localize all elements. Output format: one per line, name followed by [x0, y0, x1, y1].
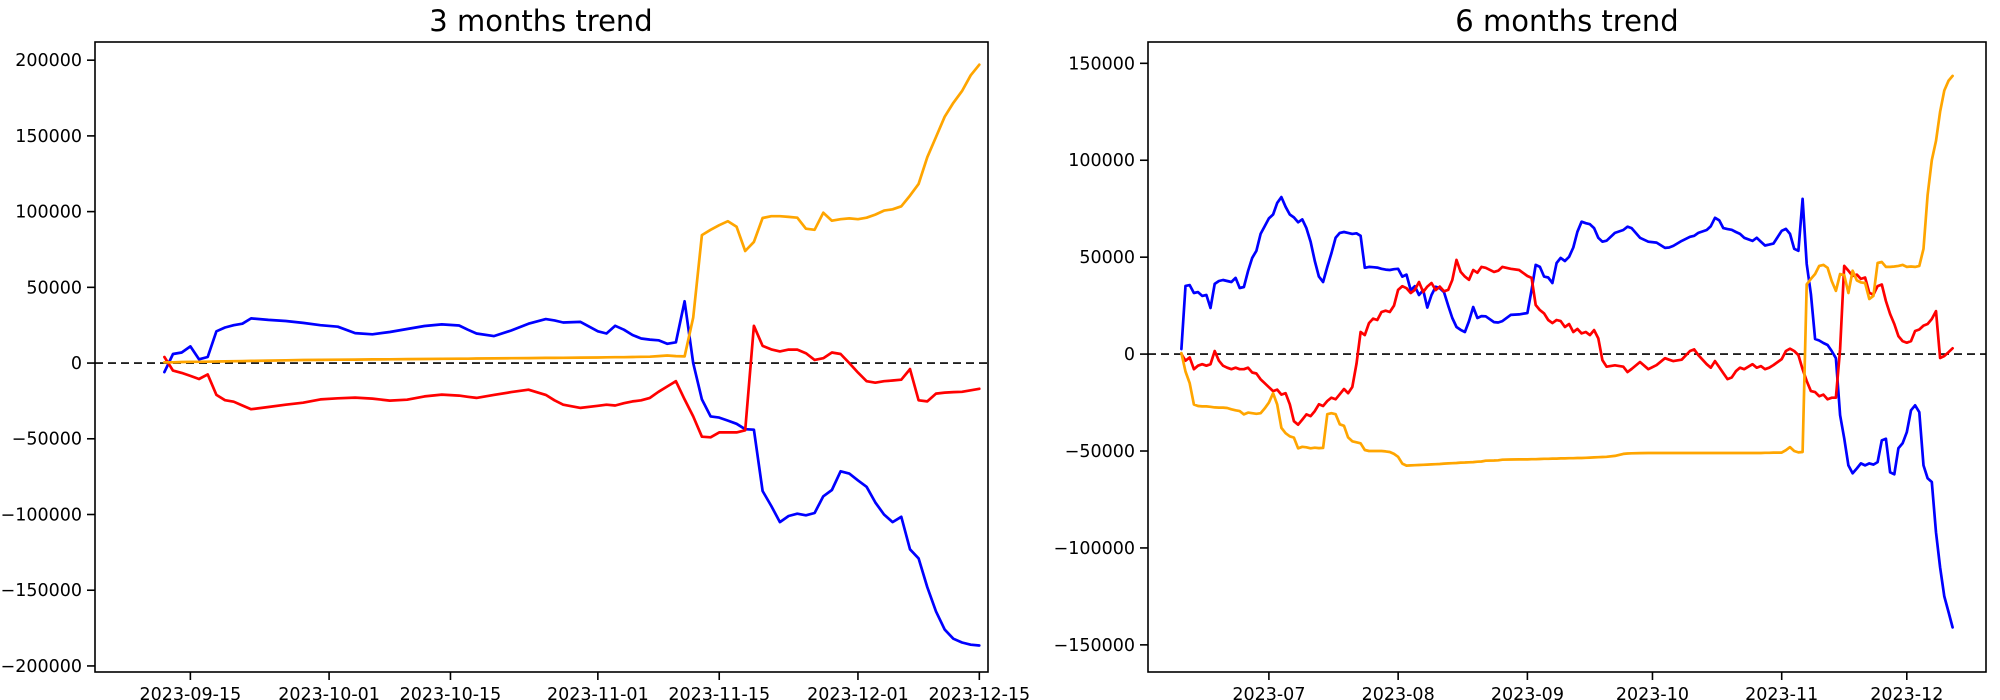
- y-tick-label: 150000: [15, 127, 82, 147]
- x-tick-label: 2023-10: [1616, 685, 1689, 700]
- x-tick-label: 2023-12-01: [807, 685, 909, 700]
- series-line-orange: [1180, 74, 1954, 467]
- axes-spines: [1147, 41, 1987, 673]
- series-line-blue: [163, 299, 981, 647]
- series-line-red: [163, 324, 981, 439]
- y-tick-label: −150000: [1, 581, 82, 601]
- y-tick-label: −100000: [1054, 539, 1135, 559]
- y-tick-label: −200000: [1, 657, 82, 677]
- y-tick-label: 100000: [1068, 151, 1135, 171]
- y-tick-label: 0: [71, 354, 82, 374]
- series-group: [163, 63, 981, 647]
- x-tick-label: 2023-10-01: [278, 685, 380, 700]
- chart-title-3-months: 3 months trend: [429, 4, 653, 38]
- series-line-blue: [1180, 195, 1954, 629]
- y-tick-label: −150000: [1054, 636, 1135, 656]
- x-tick-label: 2023-07: [1232, 685, 1305, 700]
- y-tick-label: −50000: [1065, 442, 1135, 462]
- series-line-orange: [163, 63, 981, 364]
- x-tick-label: 2023-09: [1491, 685, 1564, 700]
- series-group: [1180, 74, 1954, 629]
- y-tick-label: 50000: [26, 278, 82, 298]
- y-tick-label: 0: [1124, 345, 1135, 365]
- chart-title-6-months: 6 months trend: [1455, 4, 1679, 38]
- x-tick-label: 2023-10-15: [400, 685, 502, 700]
- x-tick-label: 2023-12-15: [928, 685, 1030, 700]
- x-tick-label: 2023-12: [1870, 685, 1943, 700]
- y-tick-label: 50000: [1079, 248, 1135, 268]
- chart-3-months: 200000 150000 100000 50000 0 −50000 −100000 −15…: [1, 41, 1030, 700]
- x-tick-label: 2023-11-15: [668, 685, 770, 700]
- x-tick-label: 2023-11: [1745, 685, 1818, 700]
- series-line-red: [1180, 258, 1954, 427]
- chart-6-months: 150000 100000 50000 0 −50000 −100000 −150000 20…: [1054, 41, 1987, 700]
- y-tick-label: 100000: [15, 203, 82, 223]
- x-tick-label: 2023-11-01: [547, 685, 649, 700]
- x-tick-label: 2023-08: [1362, 685, 1435, 700]
- y-tick-label: 200000: [15, 51, 82, 71]
- x-tick-label: 2023-09-15: [140, 685, 242, 700]
- y-tick-label: 150000: [1068, 54, 1135, 74]
- axes-spines: [94, 41, 989, 673]
- y-tick-label: −50000: [12, 430, 82, 450]
- y-tick-label: −100000: [1, 505, 82, 525]
